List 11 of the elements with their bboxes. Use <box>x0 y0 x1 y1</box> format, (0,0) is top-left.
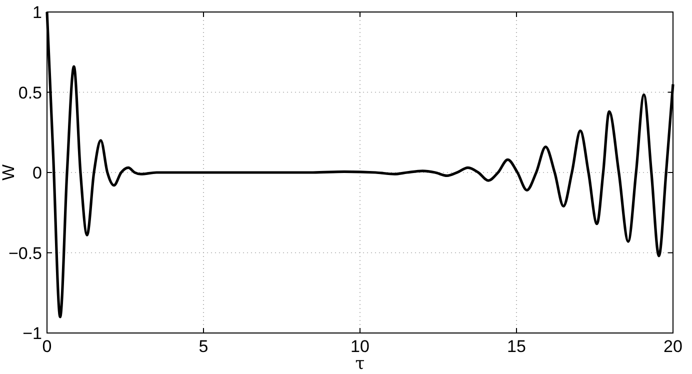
x-tick-label: 20 <box>664 337 682 356</box>
y-tick-label: 0 <box>32 164 42 182</box>
y-tick-label: 0.5 <box>18 83 42 102</box>
x-axis-title: τ <box>355 354 365 374</box>
y-axis-title: W <box>0 164 18 181</box>
y-tick-label: 1 <box>32 3 42 22</box>
y-tick-label: −0.5 <box>8 244 42 263</box>
x-tick-label: 15 <box>507 337 526 356</box>
x-tick-label: 10 <box>350 337 370 356</box>
x-tick-label: 5 <box>198 337 208 356</box>
y-tick-label: −1 <box>22 324 42 343</box>
